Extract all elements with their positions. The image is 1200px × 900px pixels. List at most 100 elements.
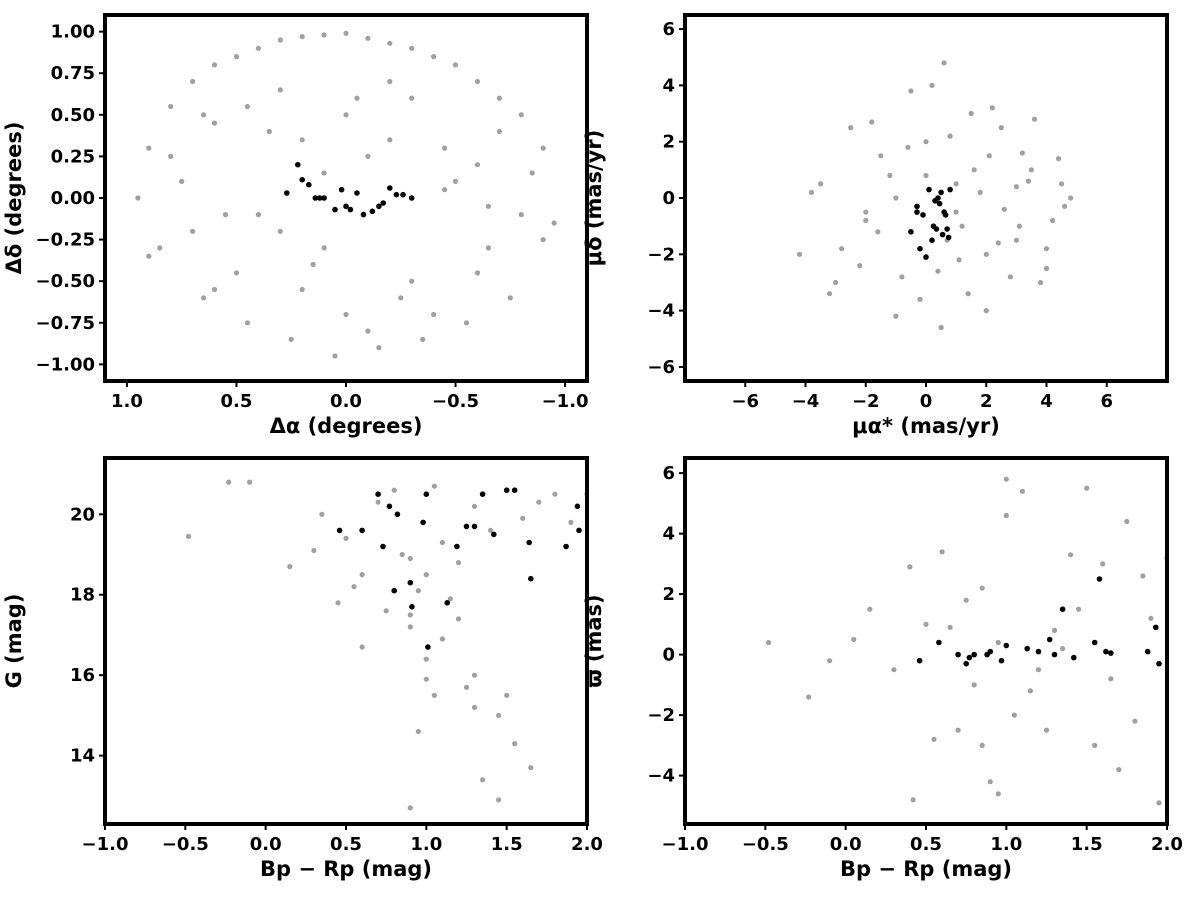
field-star-point — [409, 278, 415, 284]
member-star-point — [920, 212, 926, 218]
field-star-point — [244, 320, 250, 326]
field-star-point — [1001, 206, 1007, 212]
member-star-point — [312, 195, 319, 201]
x-axis-label: μα* (mas/yr) — [852, 414, 1000, 438]
field-star-point — [551, 220, 557, 226]
field-star-point — [359, 644, 365, 650]
x-tick-label: −1.0 — [82, 834, 129, 855]
member-star-point — [914, 203, 920, 210]
member-star-point — [380, 543, 386, 550]
field-star-point — [211, 286, 218, 293]
data-points — [765, 476, 1167, 806]
field-star-point — [415, 728, 421, 735]
field-star-point — [201, 112, 207, 118]
field-star-point — [935, 268, 941, 274]
field-star-point — [518, 212, 524, 218]
field-star-point — [977, 189, 983, 195]
field-star-point — [383, 608, 389, 614]
field-star-point — [568, 519, 574, 526]
member-star-point — [295, 161, 301, 168]
member-star-point — [971, 651, 977, 658]
field-star-point — [474, 78, 481, 85]
member-star-point — [987, 648, 994, 655]
field-star-point — [875, 229, 881, 235]
field-star-point — [299, 286, 305, 293]
member-star-point — [369, 208, 376, 215]
member-star-point — [1051, 651, 1058, 658]
field-star-point — [277, 87, 283, 93]
field-star-point — [827, 291, 833, 297]
member-star-point — [360, 211, 367, 218]
member-star-point — [526, 539, 532, 546]
field-star-point — [863, 217, 869, 224]
field-star-point — [1011, 712, 1018, 718]
field-star-point — [1019, 150, 1025, 156]
field-star-point — [474, 162, 481, 168]
field-star-point — [496, 712, 502, 719]
member-star-point — [336, 527, 343, 534]
field-star-point — [851, 636, 857, 643]
field-star-point — [485, 245, 491, 251]
field-star-point — [452, 178, 459, 184]
field-star-point — [319, 511, 325, 517]
field-star-point — [299, 34, 305, 40]
x-axis-label: Bp − Rp (mag) — [260, 857, 432, 881]
x-axis-label: Bp − Rp (mag) — [840, 857, 1012, 881]
field-star-point — [423, 656, 429, 662]
member-star-point — [1071, 654, 1077, 661]
field-star-point — [399, 551, 405, 558]
member-star-point — [1003, 642, 1010, 649]
field-star-point — [1124, 518, 1130, 525]
field-star-point — [1007, 274, 1014, 280]
field-star-point — [190, 78, 196, 85]
field-star-point — [190, 228, 196, 234]
field-star-point — [168, 153, 174, 159]
field-star-point — [1013, 184, 1020, 190]
field-star-point — [947, 133, 953, 139]
field-star-point — [1043, 265, 1050, 271]
field-star-point — [201, 295, 207, 301]
data-points — [185, 479, 587, 811]
x-tick-label: −1.0 — [542, 391, 589, 412]
member-star-point — [1035, 648, 1042, 655]
y-tick-label: 20 — [70, 504, 95, 525]
field-star-point — [971, 682, 977, 688]
field-star-point — [891, 667, 897, 673]
member-star-point — [375, 491, 381, 498]
field-star-point — [1062, 203, 1068, 209]
field-star-point — [1068, 552, 1074, 558]
field-star-point — [507, 295, 513, 301]
member-star-point — [284, 190, 290, 196]
field-star-point — [431, 483, 437, 489]
plot-frame — [103, 456, 589, 826]
member-star-point — [528, 575, 534, 582]
field-star-point — [407, 612, 413, 618]
field-star-point — [287, 564, 293, 570]
field-star-point — [887, 172, 893, 179]
member-star-point — [936, 639, 942, 646]
member-star-point — [380, 200, 387, 206]
field-star-point — [987, 779, 993, 785]
y-axis-label: ϖ (mas) — [582, 594, 606, 687]
field-star-point — [398, 295, 404, 301]
field-star-point — [910, 797, 916, 803]
field-star-point — [1055, 156, 1062, 162]
y-tick-label: 0.00 — [51, 188, 95, 209]
field-star-point — [1019, 488, 1025, 494]
member-star-point — [914, 209, 920, 215]
field-star-point — [496, 128, 502, 135]
x-tick-label: 2.0 — [1151, 834, 1183, 855]
field-star-point — [471, 503, 478, 509]
field-star-point — [1043, 246, 1050, 252]
field-star-point — [211, 62, 218, 68]
x-tick-label: 4 — [1040, 391, 1053, 412]
x-tick-label: 0.0 — [830, 834, 862, 855]
field-star-point — [540, 237, 546, 243]
field-star-point — [893, 313, 899, 319]
field-star-point — [321, 245, 327, 251]
field-star-point — [941, 60, 947, 66]
field-star-point — [1025, 178, 1031, 184]
field-star-point — [1051, 627, 1058, 634]
field-star-point — [939, 549, 945, 555]
member-star-point — [408, 195, 415, 201]
